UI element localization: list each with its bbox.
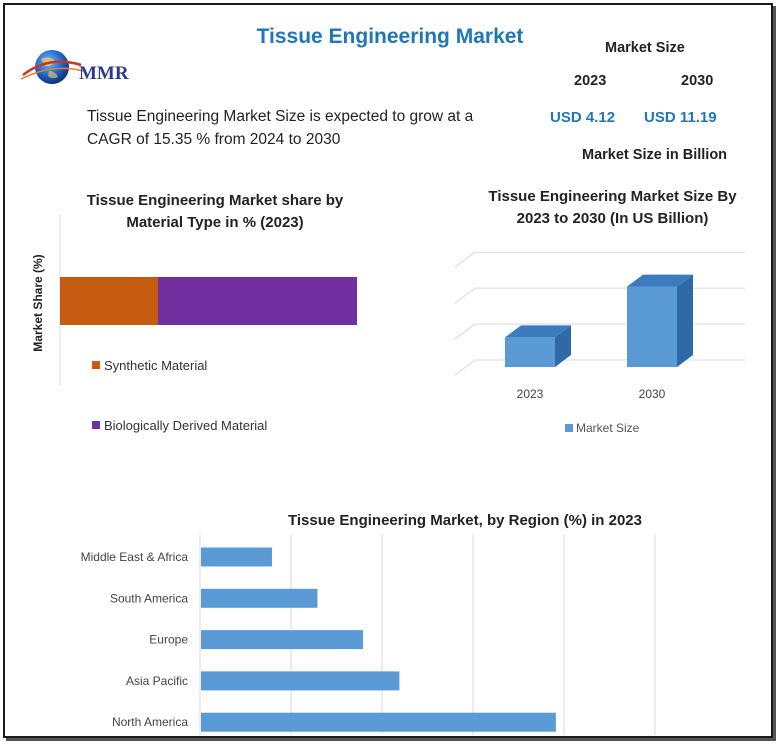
y-tick-label: Middle East & Africa — [81, 550, 189, 564]
gridline-side — [454, 251, 476, 268]
region-chart-title: Tissue Engineering Market, by Region (%)… — [288, 512, 642, 529]
legend-label: Market Size — [576, 421, 640, 435]
market-size-3d-chart: 2023 2030 Market Size — [454, 251, 745, 435]
gridline-side — [454, 323, 476, 340]
material-share-chart: Market Share (%) Synthetic Material Biolog… — [31, 215, 357, 433]
market-size-value-2030: USD 11.19 — [644, 109, 717, 126]
bar-synthetic-material — [60, 277, 159, 325]
market-size-unit: Market Size in Billion — [582, 147, 728, 163]
y-tick-label: South America — [110, 591, 188, 605]
bar-north-america — [201, 712, 556, 732]
y-tick-label: Asia Pacific — [126, 674, 188, 688]
bar-side-2030 — [677, 274, 693, 367]
bar-top-2030 — [627, 274, 693, 287]
market-description: Tissue Engineering Market Size is expect… — [87, 108, 474, 148]
legend-label: Biologically Derived Material — [104, 418, 267, 433]
market-size-year-2023: 2023 — [574, 73, 607, 89]
y-axis-label: Market Share (%) — [31, 254, 45, 351]
market-size-chart-title: Tissue Engineering Market Size By 2023 t… — [488, 188, 737, 227]
market-size-year-2030: 2030 — [681, 73, 714, 89]
infographic-frame: MMR Tissue Engineering Market Tissue Eng… — [3, 3, 773, 738]
gridline-side — [454, 287, 476, 304]
bar-south-america — [201, 588, 318, 608]
mmr-logo: MMR — [19, 45, 149, 90]
globe-icon — [20, 50, 84, 84]
material-chart-title: Tissue Engineering Market share by Mater… — [86, 192, 344, 231]
legend-label: Synthetic Material — [104, 358, 207, 373]
bar-biologically-derived-material — [158, 277, 357, 325]
x-tick-label: 2023 — [517, 387, 544, 401]
bar-asia-pacific — [201, 671, 400, 691]
legend-swatch — [92, 361, 100, 369]
gridline-side — [454, 359, 476, 376]
bar-middle-east-africa — [201, 547, 272, 567]
market-size-value-2023: USD 4.12 — [550, 109, 616, 126]
y-tick-label: North America — [112, 715, 188, 729]
bar-2023 — [505, 337, 555, 367]
legend-swatch — [92, 421, 100, 429]
bar-side-2023 — [555, 325, 571, 367]
page-title: Tissue Engineering Market — [256, 25, 524, 48]
bar-top-2023 — [505, 325, 571, 338]
market-size-title: Market Size — [605, 40, 685, 56]
bar-europe — [201, 630, 363, 650]
logo-text: MMR — [79, 63, 129, 84]
y-tick-label: Europe — [149, 633, 188, 647]
x-tick-label: 2030 — [639, 387, 666, 401]
bar-2030 — [627, 286, 677, 367]
region-chart: Middle East & Africa South America Europe A… — [81, 535, 656, 735]
legend-swatch — [565, 424, 573, 432]
